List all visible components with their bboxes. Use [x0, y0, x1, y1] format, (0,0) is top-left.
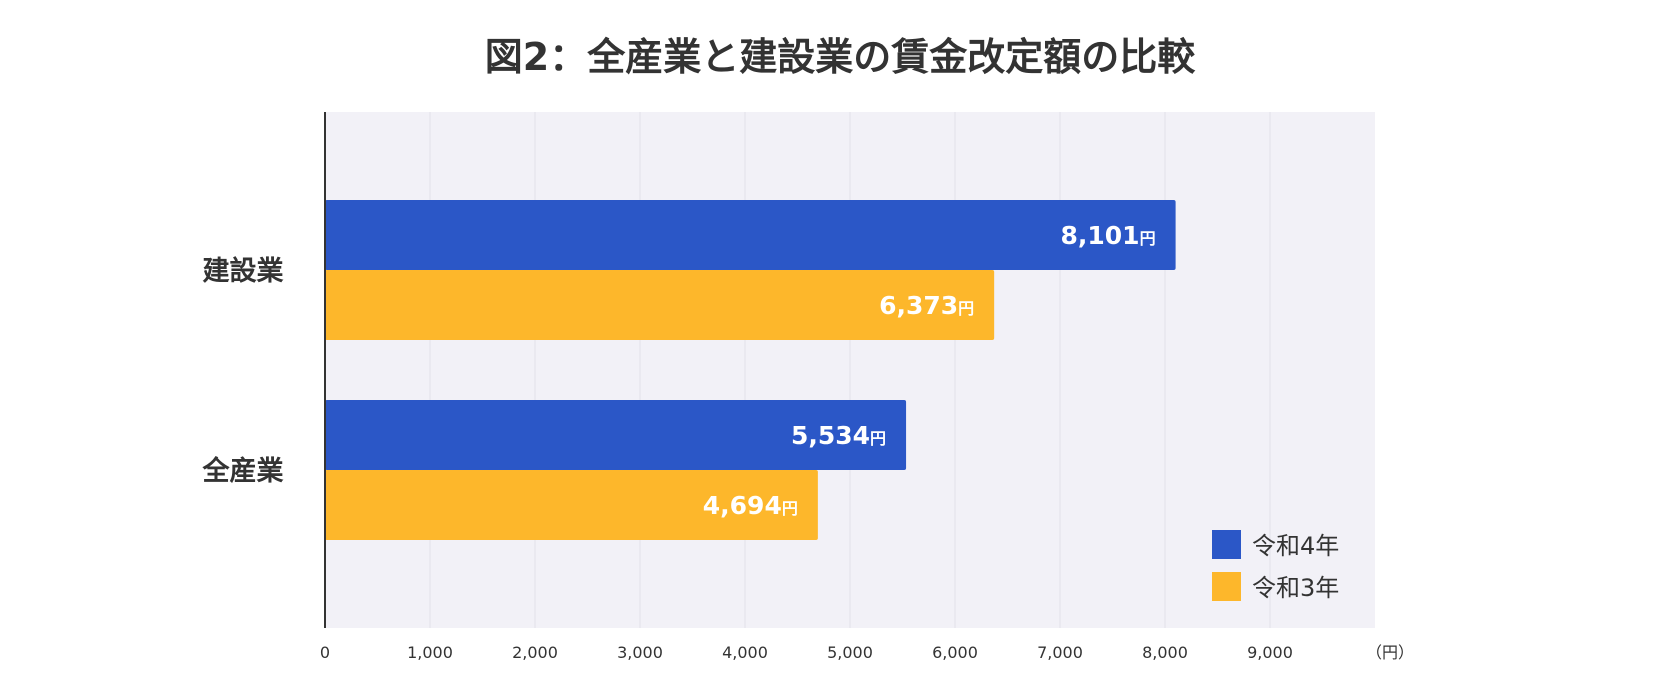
- x-axis-unit-label: （円）: [1366, 643, 1414, 662]
- x-tick-label: 0: [320, 643, 330, 662]
- bar-value-unit: 円: [958, 299, 974, 318]
- category-label: 建設業: [203, 255, 284, 287]
- x-tick-label: 3,000: [617, 643, 663, 662]
- bar-value-label: 5,534円: [791, 421, 886, 450]
- x-tick-label: 9,000: [1247, 643, 1293, 662]
- bar-value-number: 6,373: [879, 291, 958, 320]
- bar-value-unit: 円: [870, 429, 886, 448]
- legend-swatch: [1212, 572, 1241, 601]
- legend-label: 令和3年: [1252, 574, 1339, 602]
- bar-value-number: 4,694: [703, 491, 782, 520]
- x-tick-label: 1,000: [407, 643, 453, 662]
- x-tick-label: 5,000: [827, 643, 873, 662]
- bar-value-number: 5,534: [791, 421, 870, 450]
- bar: [325, 400, 907, 470]
- bar: [325, 270, 995, 340]
- bar-value-label: 6,373円: [879, 291, 974, 320]
- grid-lines: [429, 112, 1271, 628]
- bars: [325, 200, 1176, 540]
- x-tick-label: 2,000: [512, 643, 558, 662]
- bar-value-unit: 円: [782, 499, 798, 518]
- x-tick-label: 7,000: [1037, 643, 1083, 662]
- legend-swatch: [1212, 530, 1241, 559]
- bar: [325, 470, 818, 540]
- bar: [325, 200, 1176, 270]
- bar-value-label: 8,101円: [1061, 221, 1156, 250]
- x-tick-labels: 0 1,000 2,000 3,000 4,000 5,000 6,000 7,000 8,00…: [320, 643, 1293, 662]
- bar-value-label: 4,694円: [703, 491, 798, 520]
- x-tick-label: 6,000: [932, 643, 978, 662]
- bar-value-unit: 円: [1140, 229, 1156, 248]
- category-label: 全産業: [202, 455, 284, 487]
- bar-value-number: 8,101: [1061, 221, 1140, 250]
- chart-title: 図2：全産業と建設業の賃金改定額の比較: [484, 35, 1196, 79]
- legend-label: 令和4年: [1252, 532, 1339, 560]
- x-tick-label: 4,000: [722, 643, 768, 662]
- x-tick-label: 8,000: [1142, 643, 1188, 662]
